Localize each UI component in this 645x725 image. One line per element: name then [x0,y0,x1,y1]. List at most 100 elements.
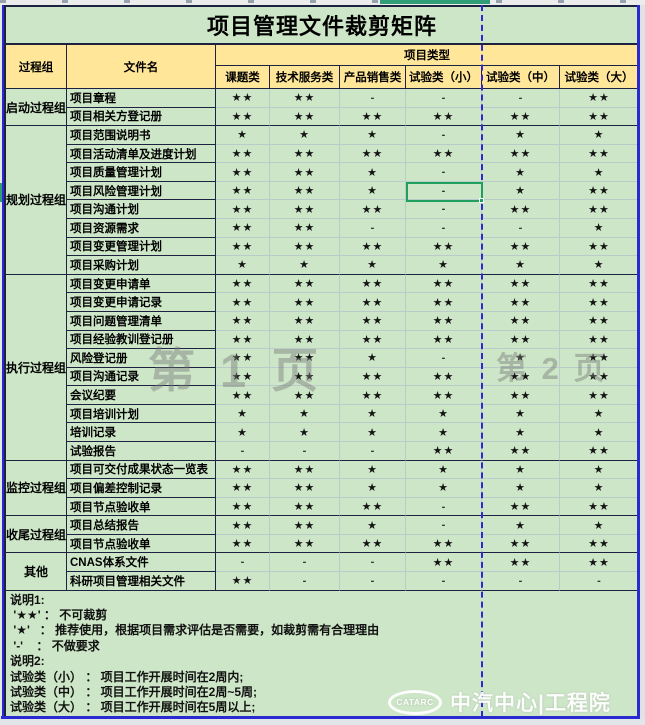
process-group-cell[interactable]: 执行过程组 [6,274,67,461]
rating-cell[interactable]: - [482,89,560,108]
rating-cell[interactable]: ★ [482,516,560,535]
rating-cell[interactable]: ★ [560,516,638,535]
rating-cell[interactable]: ★★ [270,516,340,535]
header-type-col-3[interactable]: 试验类（小） [406,66,482,89]
file-name-cell[interactable]: 项目采购计划 [67,256,216,275]
rating-cell[interactable]: ★★ [406,553,482,573]
rating-cell[interactable]: ★ [340,423,406,442]
file-name-cell[interactable]: 风险登记册 [67,349,216,368]
page-boundary-right[interactable] [637,5,640,717]
rating-cell[interactable]: ★★ [560,535,638,554]
rating-cell[interactable]: ★★ [482,386,560,405]
rating-cell[interactable]: ★★ [270,349,340,368]
rating-cell[interactable]: ★★ [406,330,482,350]
file-name-cell[interactable]: 项目经验教训登记册 [67,330,216,350]
rating-cell[interactable]: - [406,516,482,535]
rating-cell[interactable]: - [406,497,482,517]
file-name-cell[interactable]: 项目总结报告 [67,516,216,535]
rating-cell[interactable]: ★★ [270,181,340,201]
rating-cell[interactable]: ★ [482,163,560,182]
rating-cell[interactable]: ★ [270,256,340,275]
rating-cell[interactable]: ★★ [482,274,560,294]
rating-cell[interactable]: ★★ [270,144,340,164]
rating-cell[interactable]: ★ [560,405,638,424]
rating-cell[interactable]: ★ [482,423,560,442]
rating-cell[interactable]: ★★ [482,107,560,127]
rating-cell[interactable]: ★★ [560,349,638,368]
rating-cell[interactable]: ★★ [482,441,560,461]
process-group-cell[interactable]: 启动过程组 [6,89,67,127]
rating-cell[interactable]: ★★ [216,330,270,350]
rating-cell[interactable]: ★★ [406,534,482,554]
rating-cell[interactable]: ★★ [340,330,406,350]
file-name-cell[interactable]: 项目节点验收单 [67,534,216,554]
rating-cell[interactable]: ★★ [560,238,638,257]
rating-cell[interactable]: ★★ [216,367,270,387]
rating-cell[interactable]: ★★ [216,572,270,591]
rating-cell[interactable]: ★ [482,404,560,424]
header-type-col-1[interactable]: 技术服务类 [270,66,340,89]
rating-cell[interactable]: ★★ [270,497,340,517]
rating-cell[interactable]: ★★ [270,293,340,312]
rating-cell[interactable]: ★★ [560,368,638,387]
rating-cell[interactable]: ★★ [406,367,482,387]
rating-cell[interactable]: ★★ [270,274,340,294]
rating-cell[interactable]: ★★ [270,219,340,238]
rating-cell[interactable]: ★★ [560,200,638,220]
rating-cell[interactable]: ★★ [482,144,560,164]
rating-cell[interactable]: ★ [482,256,560,275]
rating-cell[interactable]: ★★ [216,311,270,331]
rating-cell[interactable]: ★ [482,349,560,368]
rating-cell[interactable]: ★★ [216,460,270,480]
process-group-cell[interactable]: 其他 [6,553,67,591]
rating-cell[interactable]: ★★ [216,534,270,554]
rating-cell[interactable]: ★★ [270,200,340,220]
rating-cell[interactable]: ★★ [216,89,270,108]
rating-cell[interactable]: ★ [270,126,340,145]
rating-cell[interactable]: ★★ [482,311,560,331]
rating-cell[interactable]: ★ [406,479,482,498]
rating-cell[interactable]: ★★ [270,479,340,498]
rating-cell[interactable]: ★ [270,423,340,442]
rating-cell[interactable]: ★ [340,349,406,368]
file-name-cell[interactable]: 培训记录 [67,423,216,442]
rating-cell[interactable]: ★★ [340,311,406,331]
process-group-cell[interactable]: 收尾过程组 [6,516,67,554]
header-type-col-5[interactable]: 试验类（大） [560,66,638,89]
rating-cell[interactable]: ★★ [560,442,638,461]
rating-cell[interactable]: ★ [340,479,406,498]
rating-cell[interactable]: ★★ [482,497,560,517]
rating-cell[interactable]: ★ [340,256,406,275]
rating-cell[interactable]: - [406,126,482,145]
rating-cell[interactable]: ★ [216,126,270,145]
rating-cell[interactable]: ★★ [482,237,560,257]
rating-cell[interactable]: ★ [560,219,638,238]
rating-cell[interactable]: ★★ [216,274,270,294]
file-name-cell[interactable]: 项目变更申请记录 [67,293,216,312]
page-boundary-bottom[interactable] [1,716,640,719]
table-title[interactable]: 项目管理文件裁剪矩阵 [6,7,638,45]
rating-cell[interactable]: ★★ [482,553,560,573]
header-project-type[interactable]: 项目类型 [216,45,638,66]
rating-cell[interactable]: - [406,349,482,368]
file-name-cell[interactable]: 项目风险管理计划 [67,181,216,201]
rating-cell[interactable]: ★ [340,404,406,424]
rating-cell[interactable]: ★★ [216,200,270,220]
rating-cell[interactable]: ★★ [560,89,638,108]
rating-cell[interactable]: ★★ [482,534,560,554]
rating-cell[interactable]: ★ [406,423,482,442]
rating-cell[interactable]: - [270,553,340,573]
rating-cell[interactable]: ★ [560,461,638,480]
file-name-cell[interactable]: 项目变更申请单 [67,274,216,294]
rating-cell[interactable]: ★★ [406,293,482,312]
file-name-cell[interactable]: 项目资源需求 [67,219,216,238]
rating-cell[interactable]: - [270,572,340,591]
rating-cell[interactable]: ★★ [560,553,638,573]
file-name-cell[interactable]: 项目章程 [67,89,216,108]
rating-cell[interactable]: ★★ [406,107,482,127]
rating-cell[interactable]: ★★ [340,367,406,387]
rating-cell[interactable]: ★★ [340,534,406,554]
rating-cell[interactable]: ★★ [270,367,340,387]
rating-cell[interactable]: ★★ [270,107,340,127]
rating-cell[interactable]: ★★ [270,386,340,405]
